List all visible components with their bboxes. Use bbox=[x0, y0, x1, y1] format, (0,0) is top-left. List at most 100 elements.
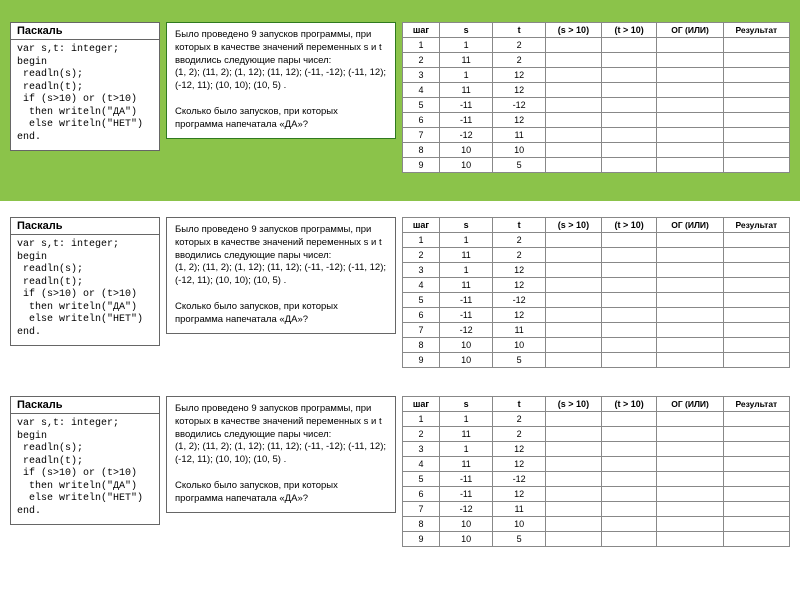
cell: 5 bbox=[493, 158, 546, 173]
cell bbox=[657, 323, 723, 338]
cell: 10 bbox=[440, 338, 493, 353]
desc-p2: Сколько было запусков, при которых прогр… bbox=[175, 480, 338, 504]
cell bbox=[723, 532, 789, 547]
col-t: t bbox=[493, 397, 546, 412]
col-s10: (s > 10) bbox=[546, 397, 602, 412]
desc-p1: Было проведено 9 запусков программы, при… bbox=[175, 29, 382, 66]
cell: 4 bbox=[403, 83, 440, 98]
cell: 10 bbox=[493, 517, 546, 532]
cell bbox=[601, 143, 657, 158]
cell: 4 bbox=[403, 278, 440, 293]
code-title: Паскаль bbox=[11, 218, 159, 235]
cell: 11 bbox=[440, 278, 493, 293]
table-row: 7-1211 bbox=[403, 128, 790, 143]
cell bbox=[546, 442, 602, 457]
code-title: Паскаль bbox=[11, 397, 159, 414]
cell bbox=[657, 248, 723, 263]
cell: 12 bbox=[493, 68, 546, 83]
cell bbox=[657, 293, 723, 308]
col-res: Результат bbox=[723, 218, 789, 233]
cell bbox=[601, 323, 657, 338]
cell bbox=[546, 353, 602, 368]
desc-p2: Сколько было запусков, при которых прогр… bbox=[175, 301, 338, 325]
cell bbox=[546, 278, 602, 293]
cell bbox=[723, 338, 789, 353]
cell bbox=[723, 472, 789, 487]
cell bbox=[601, 293, 657, 308]
cell: 4 bbox=[403, 457, 440, 472]
cell bbox=[601, 338, 657, 353]
table-row: 2112 bbox=[403, 53, 790, 68]
cell bbox=[546, 68, 602, 83]
table-row: 41112 bbox=[403, 278, 790, 293]
section-3: Паскаль var s,t: integer; begin readln(s… bbox=[0, 390, 800, 559]
cell bbox=[723, 263, 789, 278]
table-row: 3112 bbox=[403, 263, 790, 278]
col-s: s bbox=[440, 397, 493, 412]
col-t: t bbox=[493, 23, 546, 38]
top-green-band bbox=[0, 0, 800, 8]
cell bbox=[601, 427, 657, 442]
table-row: 3112 bbox=[403, 442, 790, 457]
cell: 12 bbox=[493, 487, 546, 502]
col-s: s bbox=[440, 23, 493, 38]
cell bbox=[723, 457, 789, 472]
cell bbox=[601, 278, 657, 293]
cell bbox=[657, 353, 723, 368]
cell: 11 bbox=[440, 53, 493, 68]
cell: -12 bbox=[440, 323, 493, 338]
cell bbox=[601, 68, 657, 83]
cell: -12 bbox=[440, 502, 493, 517]
cell bbox=[546, 113, 602, 128]
cell bbox=[657, 502, 723, 517]
cell bbox=[723, 308, 789, 323]
cell bbox=[723, 487, 789, 502]
cell bbox=[657, 427, 723, 442]
cell bbox=[601, 532, 657, 547]
cell bbox=[723, 68, 789, 83]
cell bbox=[546, 532, 602, 547]
cell bbox=[657, 457, 723, 472]
cell bbox=[657, 263, 723, 278]
cell: -11 bbox=[440, 98, 493, 113]
cell: 3 bbox=[403, 263, 440, 278]
cell bbox=[546, 143, 602, 158]
cell bbox=[723, 113, 789, 128]
cell: 10 bbox=[440, 517, 493, 532]
cell: 11 bbox=[493, 128, 546, 143]
cell: 3 bbox=[403, 442, 440, 457]
code-box: Паскаль var s,t: integer; begin readln(s… bbox=[10, 22, 160, 151]
col-t10: (t > 10) bbox=[601, 397, 657, 412]
cell: 2 bbox=[493, 53, 546, 68]
table-row: 6-1112 bbox=[403, 113, 790, 128]
cell: 9 bbox=[403, 353, 440, 368]
cell bbox=[723, 143, 789, 158]
cell: -12 bbox=[493, 98, 546, 113]
code-box: Паскаль var s,t: integer; begin readln(s… bbox=[10, 217, 160, 346]
col-or: ОГ (ИЛИ) bbox=[657, 23, 723, 38]
cell: 7 bbox=[403, 128, 440, 143]
code-box: Паскаль var s,t: integer; begin readln(s… bbox=[10, 396, 160, 525]
cell bbox=[723, 278, 789, 293]
desc-p2: Сколько было запусков, при которых прогр… bbox=[175, 106, 338, 130]
cell bbox=[657, 128, 723, 143]
cell: 7 bbox=[403, 323, 440, 338]
cell bbox=[546, 158, 602, 173]
cell bbox=[601, 412, 657, 427]
cell: 12 bbox=[493, 263, 546, 278]
cell: 8 bbox=[403, 338, 440, 353]
cell: 2 bbox=[403, 53, 440, 68]
cell bbox=[657, 113, 723, 128]
cell: 12 bbox=[493, 278, 546, 293]
table-row: 6-1112 bbox=[403, 308, 790, 323]
cell bbox=[657, 412, 723, 427]
cell bbox=[601, 113, 657, 128]
cell bbox=[601, 487, 657, 502]
table-row: 2112 bbox=[403, 248, 790, 263]
cell bbox=[723, 83, 789, 98]
cell bbox=[546, 308, 602, 323]
cell bbox=[546, 472, 602, 487]
cell bbox=[601, 233, 657, 248]
col-s: s bbox=[440, 218, 493, 233]
table-row: 6-1112 bbox=[403, 487, 790, 502]
